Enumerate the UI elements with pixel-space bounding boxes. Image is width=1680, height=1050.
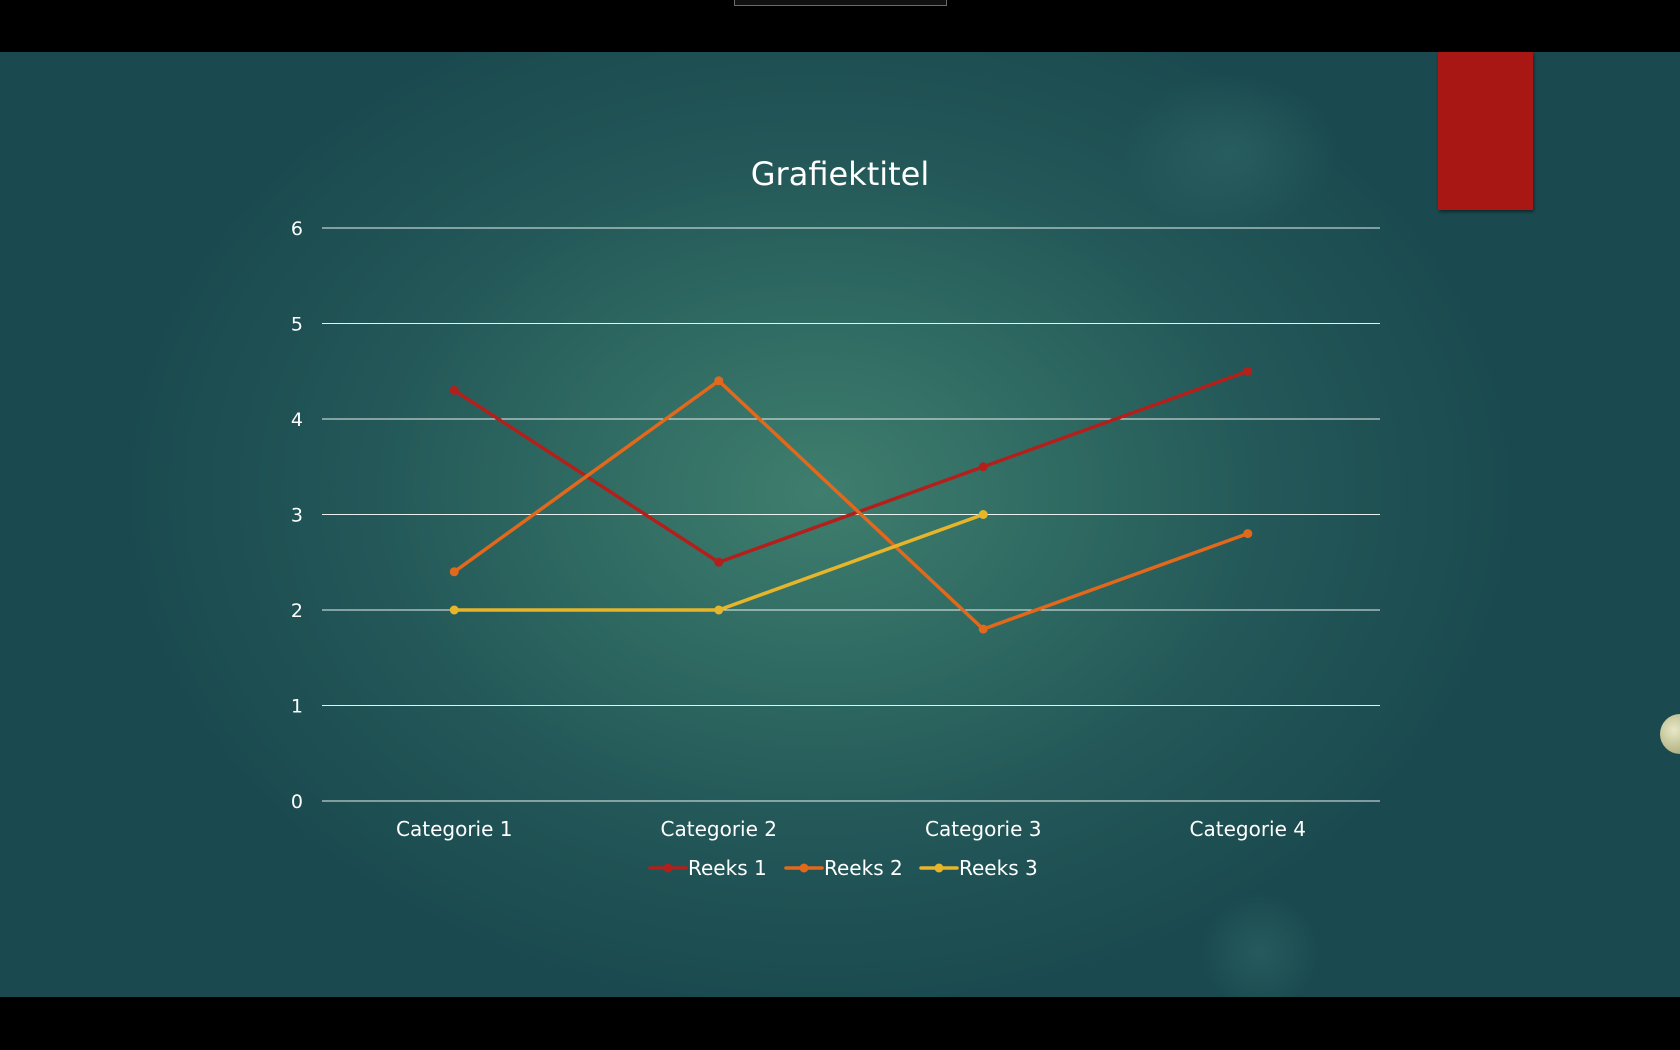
chart-title: Grafiektitel [751,155,930,193]
data-point [714,557,724,567]
y-tick-label: 4 [291,409,303,431]
side-handle[interactable] [1660,714,1680,754]
series-line [452,379,1250,631]
data-point [1243,529,1253,539]
data-point [978,510,988,519]
y-tick-label: 6 [291,218,303,240]
top-toolbar-tab[interactable] [734,0,947,6]
legend-swatch-marker [799,863,809,873]
legend-label: Reeks 3 [959,856,1038,880]
y-tick-label: 5 [291,314,303,336]
legend-label: Reeks 2 [824,856,903,880]
legend-swatch-marker [934,863,944,873]
x-tick-label: Categorie 2 [661,817,777,841]
x-axis-ticks: Categorie 1 Categorie 2 Categorie 3 Categor… [396,817,1306,841]
accent-tag [1438,52,1533,210]
y-axis-ticks: 0 1 2 3 4 5 6 [291,218,303,813]
legend-label: Reeks 1 [688,856,767,880]
data-point [714,605,724,615]
series-line [452,369,1250,564]
legend-item: Reeks 1 [648,856,767,880]
y-tick-label: 2 [291,600,303,622]
legend-swatch-marker [663,863,673,873]
legend-item: Reeks 2 [784,856,903,880]
legend: Reeks 1 Reeks 2 Reeks 3 [648,856,1038,880]
legend-item: Reeks 3 [919,856,1038,880]
series-2 [449,376,1253,634]
data-point [449,567,459,577]
data-point [449,605,459,615]
data-point [1243,366,1253,376]
y-tick-label: 0 [291,791,303,813]
x-tick-label: Categorie 4 [1190,817,1306,841]
data-point [449,385,459,395]
data-point [978,624,988,634]
series-lines [449,366,1253,634]
data-point [978,462,988,472]
x-tick-label: Categorie 1 [396,817,512,841]
series-3 [449,510,988,615]
y-tick-label: 1 [291,696,303,718]
y-tick-label: 3 [291,505,303,527]
x-tick-label: Categorie 3 [925,817,1041,841]
series-1 [449,366,1253,567]
data-point [714,376,724,386]
